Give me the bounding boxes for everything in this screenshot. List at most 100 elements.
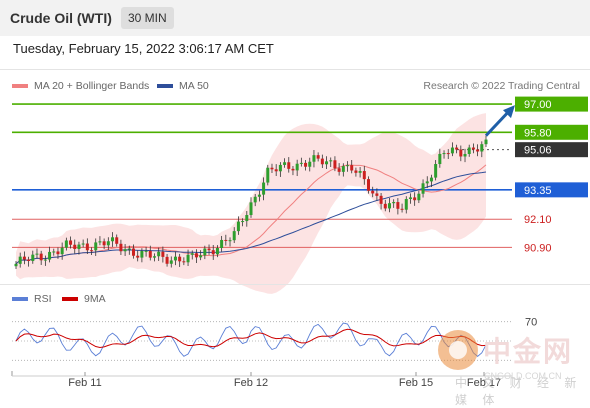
candle-body bbox=[442, 153, 446, 155]
candle-body bbox=[77, 244, 81, 249]
candle-body bbox=[417, 193, 421, 201]
candle-body bbox=[241, 221, 245, 223]
candle-body bbox=[157, 251, 161, 257]
candle-body bbox=[102, 241, 106, 246]
candle-body bbox=[362, 171, 366, 180]
level-tag-95.06: 95.06 bbox=[524, 145, 552, 157]
ma50-swatch bbox=[157, 84, 173, 88]
candle-body bbox=[232, 231, 236, 241]
candle-body bbox=[169, 260, 173, 264]
candle-body bbox=[52, 251, 56, 253]
candle-body bbox=[333, 160, 337, 169]
candle-body bbox=[404, 199, 408, 210]
candle-body bbox=[211, 250, 215, 255]
candle-body bbox=[56, 251, 60, 255]
candle-body bbox=[304, 162, 308, 167]
instrument-title: Crude Oil (WTI) bbox=[10, 10, 112, 26]
candle-body bbox=[119, 243, 123, 252]
candle-body bbox=[186, 254, 190, 263]
candle-body bbox=[471, 147, 475, 150]
level-tag-bg-93.35 bbox=[515, 182, 588, 198]
candle-body bbox=[346, 165, 350, 167]
x-tick-label: Feb 15 bbox=[399, 377, 433, 389]
watermark-icon bbox=[438, 330, 478, 370]
candle-body bbox=[148, 250, 152, 258]
level-tag-97.00: 97.00 bbox=[524, 99, 552, 111]
candle-body bbox=[152, 256, 156, 258]
candle-body bbox=[69, 240, 73, 245]
moving-averages bbox=[15, 164, 487, 265]
candle-body bbox=[421, 183, 425, 194]
level-tags: 97.00 95.80 95.06 93.35 92.10 90.90 bbox=[515, 96, 588, 254]
candle-body bbox=[136, 255, 140, 258]
candle-body bbox=[383, 203, 387, 209]
candle-body bbox=[182, 261, 186, 263]
ma50-line bbox=[15, 171, 487, 265]
x-tick-label: Feb 12 bbox=[234, 377, 268, 389]
candle-body bbox=[480, 144, 484, 152]
candle-body bbox=[132, 248, 135, 256]
candle-body bbox=[270, 167, 274, 170]
candle-body bbox=[207, 248, 211, 251]
candle-body bbox=[111, 237, 115, 242]
candle-body bbox=[438, 153, 442, 165]
candle-body bbox=[320, 158, 324, 165]
rsi-line bbox=[15, 322, 487, 357]
candle-body bbox=[257, 194, 261, 197]
rsi-tick-70: 70 bbox=[525, 317, 537, 329]
candle-body bbox=[266, 167, 270, 183]
candle-body bbox=[375, 193, 379, 196]
timestamp: Tuesday, February 15, 2022 3:06:17 AM CE… bbox=[13, 41, 274, 56]
rsi-ma9-line bbox=[15, 328, 487, 349]
candle-body bbox=[299, 162, 303, 164]
candle-body bbox=[291, 168, 295, 171]
target-arrowhead bbox=[503, 105, 515, 119]
panel-divider bbox=[0, 284, 590, 285]
candle-body bbox=[312, 155, 316, 162]
candle-body bbox=[379, 195, 383, 204]
divider bbox=[0, 69, 590, 70]
candle-body bbox=[425, 181, 429, 184]
candle-body bbox=[140, 251, 144, 258]
candle-body bbox=[249, 202, 253, 216]
candle-body bbox=[283, 162, 287, 165]
watermark-inner bbox=[449, 341, 467, 359]
candle-body bbox=[85, 243, 89, 251]
candle-body bbox=[341, 166, 345, 172]
candle-body bbox=[337, 168, 341, 172]
candle-body bbox=[215, 248, 219, 255]
candle-body bbox=[392, 202, 396, 204]
ma20-swatch bbox=[12, 84, 28, 88]
candle-body bbox=[22, 256, 26, 260]
candle-body bbox=[161, 251, 165, 257]
candle-body bbox=[262, 182, 266, 195]
candle-body bbox=[43, 259, 47, 261]
legend-9ma-label: 9MA bbox=[84, 293, 106, 305]
candle-body bbox=[329, 160, 333, 162]
legend-ma50-label: MA 50 bbox=[179, 80, 209, 92]
candle-body bbox=[64, 240, 68, 248]
candle-body bbox=[367, 179, 370, 191]
legend-9ma: 9MA bbox=[62, 293, 106, 305]
candle-body bbox=[295, 163, 299, 171]
legend-rsi: RSI bbox=[12, 293, 52, 305]
candle-body bbox=[455, 147, 459, 150]
candle-body bbox=[408, 197, 412, 200]
candle-body bbox=[31, 254, 35, 261]
candle-body bbox=[429, 177, 433, 182]
candle-body bbox=[81, 243, 85, 245]
timeframe-badge[interactable]: 30 MIN bbox=[121, 7, 174, 29]
watermark-logo-text: 中金网 bbox=[483, 336, 574, 367]
candle-body bbox=[106, 241, 110, 246]
candle-body bbox=[173, 256, 177, 261]
candle-body bbox=[434, 164, 438, 178]
candle-body bbox=[354, 170, 358, 173]
candle-body bbox=[39, 253, 43, 261]
candle-body bbox=[14, 263, 18, 267]
candle-body bbox=[400, 208, 404, 210]
candles bbox=[14, 105, 515, 270]
candle-body bbox=[484, 139, 488, 145]
candle-body bbox=[127, 248, 131, 250]
candle-body bbox=[387, 203, 391, 209]
